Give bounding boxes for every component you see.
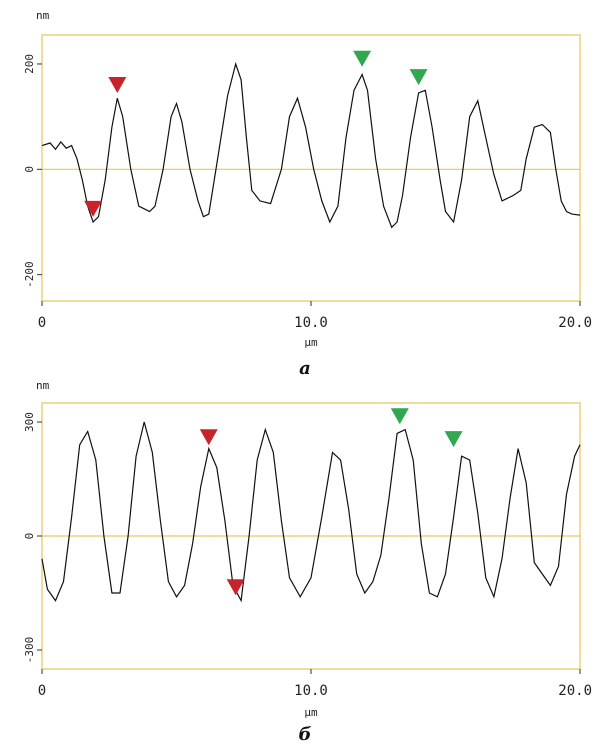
profile-line-a [41,61,581,229]
y-tick-label: 300 [23,412,36,432]
markers-a [84,50,428,217]
panel-label-a: а [299,358,311,379]
x-tick-label: 20.0 [558,683,592,699]
green-marker [409,69,428,86]
y-tick-label: 0 [23,533,36,540]
x-unit-label-b: µm [304,706,318,719]
y-axis-a: 200 0 -200 [23,54,42,288]
x-tick-label: 10.0 [294,315,328,331]
red-marker [84,200,103,217]
green-marker [444,431,463,448]
panel-label-b: б [299,724,312,745]
y-unit-label-b: nm [36,379,50,392]
y-tick-label: -200 [23,261,36,288]
red-marker [108,77,127,94]
x-tick-label: 0 [38,315,46,331]
x-tick-label: 20.0 [558,315,592,331]
plot-frame-a [41,34,581,302]
x-tick-label: 0 [38,683,46,699]
chart-panel-a: nm 200 0 -200 0 10.0 20.0 µm а [23,9,592,379]
y-axis-b: 300 0 -300 [23,412,42,663]
x-unit-label-a: µm [304,336,318,349]
red-marker [226,579,245,596]
y-tick-label: -300 [23,637,36,664]
red-marker [199,429,218,446]
green-marker [353,50,372,67]
x-axis-a: 0 10.0 20.0 [38,301,592,331]
y-unit-label-a: nm [36,9,50,22]
y-tick-label: 200 [23,54,36,74]
profile-line-b [41,421,581,603]
markers-b [199,408,463,596]
y-tick-label: 0 [23,166,36,173]
chart-panel-b: nm 300 0 -300 0 10.0 20.0 µm б [23,379,592,745]
green-marker [390,408,409,425]
x-axis-b: 0 10.0 20.0 [38,669,592,699]
x-tick-label: 10.0 [294,683,328,699]
